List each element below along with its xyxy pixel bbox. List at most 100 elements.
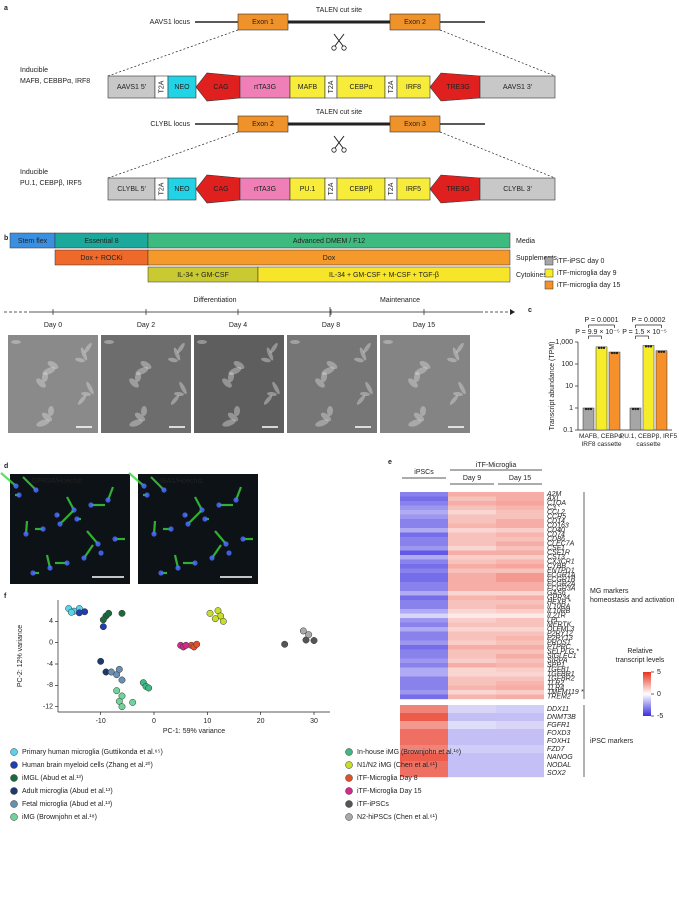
- legend-label: Primary human microglia (Guttikonda et a…: [22, 749, 163, 756]
- heatmap-cell: [496, 721, 544, 730]
- micrograph-cell: [47, 406, 55, 416]
- nucleus: [95, 541, 101, 547]
- row-label: CD163: [547, 523, 569, 530]
- element-label: CLYBL 3′: [503, 186, 532, 193]
- element-label: NEO: [174, 186, 190, 193]
- heatmap-cell: [496, 559, 544, 565]
- element-label: TRE3G: [446, 84, 469, 91]
- nucleus: [47, 565, 53, 571]
- scatter-point: [99, 616, 107, 624]
- legend-label: iTF-iPSC day 0: [557, 258, 605, 265]
- element-label: CEBPα: [349, 84, 372, 91]
- heatmap-cell: [496, 586, 544, 592]
- panel-label: a: [4, 5, 8, 12]
- heatmap-cell: [496, 667, 544, 673]
- heatmap-cell: [400, 676, 448, 682]
- heatmap-cell: [448, 586, 496, 592]
- row-label: SPP1: [547, 662, 565, 669]
- scatter-point: [305, 631, 313, 639]
- micrograph-cell: [233, 360, 245, 370]
- nucleus: [240, 536, 246, 542]
- heatmap-cell: [448, 672, 496, 677]
- heatmap-cell: [400, 737, 448, 746]
- scatter-point: [219, 617, 227, 625]
- nucleus: [168, 526, 174, 532]
- micrograph-cell: [315, 419, 329, 427]
- element-label: rtTA3G: [254, 84, 276, 91]
- micrograph-cell: [135, 366, 149, 376]
- row-label: CST3: [547, 554, 565, 561]
- element-label: rtTA3G: [254, 186, 276, 193]
- heatmap-cell: [496, 600, 544, 605]
- y-tick-label: 4: [49, 618, 53, 625]
- scissors: [334, 135, 345, 149]
- heatmap-cell: [496, 555, 544, 560]
- micrograph-cell: [179, 381, 187, 395]
- micrograph-cell: [354, 357, 364, 363]
- micrograph-cell: [84, 342, 92, 354]
- row-label: CD40: [547, 527, 565, 534]
- nucleus: [233, 497, 239, 503]
- row-label: TGFBR1: [547, 671, 575, 678]
- row-label: FOXD3: [547, 730, 570, 737]
- heatmap-cell: [400, 663, 448, 668]
- micrograph: [287, 335, 377, 433]
- construct-element: [479, 177, 556, 201]
- nucleus: [209, 555, 215, 561]
- heatmap-cell: [496, 604, 544, 610]
- heatmap-cell: [448, 663, 496, 668]
- heatmap-cell: [448, 582, 496, 587]
- heatmap-cell: [496, 613, 544, 619]
- exon: [389, 13, 441, 31]
- heatmap-cell: [448, 510, 496, 515]
- scatter-point: [118, 609, 126, 617]
- heatmap-cell: [448, 721, 496, 730]
- nucleus: [64, 560, 70, 566]
- heatmap-cell: [400, 654, 448, 659]
- heatmap-cell: [496, 636, 544, 641]
- replicate-dot: [597, 346, 601, 350]
- heatmap-cell: [496, 505, 544, 511]
- micrograph-cell: [458, 381, 466, 395]
- heatmap-cell: [400, 609, 448, 614]
- element-label: T2A: [388, 182, 395, 195]
- micrograph-cell: [140, 406, 148, 416]
- segment-label: IL-34 + GM-CSF + M-CSF + TGF-β: [329, 272, 439, 279]
- heatmap-cell: [448, 667, 496, 673]
- micrograph-cell: [419, 360, 431, 370]
- scatter-point: [182, 641, 190, 649]
- nucleus: [216, 502, 222, 508]
- heatmap-cell: [400, 550, 448, 556]
- heatmap-cell: [496, 591, 544, 596]
- row-group-label: MG markers: [590, 588, 629, 595]
- micrograph: [101, 335, 191, 433]
- replicate-dot: [613, 351, 616, 355]
- heatmap-cell: [400, 672, 448, 677]
- micrograph-cell: [177, 342, 185, 354]
- micrograph: [194, 335, 284, 433]
- row-label: SIGLEC1: [547, 653, 577, 660]
- micrograph-cell: [77, 395, 87, 405]
- exon-label: Exon 3: [404, 121, 426, 128]
- heatmap-cell: [400, 694, 448, 700]
- segment-label: Stem flex: [18, 238, 48, 245]
- heatmap-cell: [448, 550, 496, 556]
- nucleus: [223, 541, 229, 547]
- heatmap-cell: [448, 501, 496, 506]
- heatmap-cell: [448, 685, 496, 691]
- legend-label: iTF-iPSCs: [357, 801, 389, 808]
- heatmap-cell: [496, 523, 544, 529]
- row-label: IL10RB: [547, 608, 571, 615]
- heatmap-cell: [400, 519, 448, 524]
- homology-guide: [439, 131, 556, 179]
- heatmap-cell: [496, 519, 544, 524]
- legend-label: iTF-microglia day 15: [557, 282, 621, 289]
- row-label: ENTPD1: [547, 568, 575, 575]
- cell-process: [0, 472, 17, 487]
- replicate-dot: [647, 345, 650, 348]
- panel-label: f: [4, 593, 7, 600]
- nucleus: [192, 560, 198, 566]
- nucleus: [23, 531, 29, 537]
- panel-label: e: [388, 459, 392, 466]
- heatmap-cell: [448, 505, 496, 511]
